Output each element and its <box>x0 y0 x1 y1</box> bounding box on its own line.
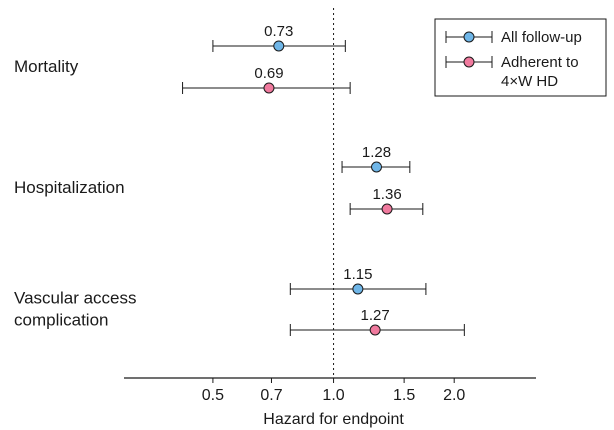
x-tick-label: 0.7 <box>260 387 282 404</box>
point-estimate-marker <box>273 40 285 52</box>
x-tick-label: 1.5 <box>393 387 415 404</box>
legend-label: All follow-up <box>501 29 582 46</box>
legend-marker <box>463 31 475 43</box>
x-tick-label: 0.5 <box>202 387 224 404</box>
rows-layer: Mortality 0.73 0.69 Hospitalization 1.28 1.36… <box>14 23 465 336</box>
legend: All follow-up Adherent to 4×W HD <box>434 18 607 97</box>
group-label: Mortality <box>14 57 79 76</box>
x-tick-label: 1.0 <box>322 387 344 404</box>
point-estimate-marker <box>371 161 383 173</box>
legend-label: Adherent to <box>501 54 579 71</box>
value-label: 1.27 <box>361 307 390 324</box>
legend-marker <box>463 56 475 68</box>
legend-box <box>434 18 607 97</box>
value-label: 1.36 <box>372 186 401 203</box>
x-axis: 0.5 0.7 1.0 1.5 2.0 <box>124 377 536 404</box>
value-label: 0.69 <box>254 65 283 82</box>
x-tick-label: 2.0 <box>443 387 465 404</box>
group-label: Hospitalization <box>14 178 125 197</box>
value-label: 0.73 <box>264 23 293 40</box>
group-label: Vascular access <box>14 289 137 308</box>
point-estimate-marker <box>369 324 381 336</box>
point-estimate-marker <box>352 283 364 295</box>
value-label: 1.15 <box>343 266 372 283</box>
value-label: 1.28 <box>362 144 391 161</box>
legend-label: 4×W HD <box>501 73 558 90</box>
x-axis-title: Hazard for endpoint <box>263 411 404 428</box>
group-label: complication <box>14 311 109 330</box>
point-estimate-marker <box>381 203 393 215</box>
point-estimate-marker <box>263 82 275 94</box>
